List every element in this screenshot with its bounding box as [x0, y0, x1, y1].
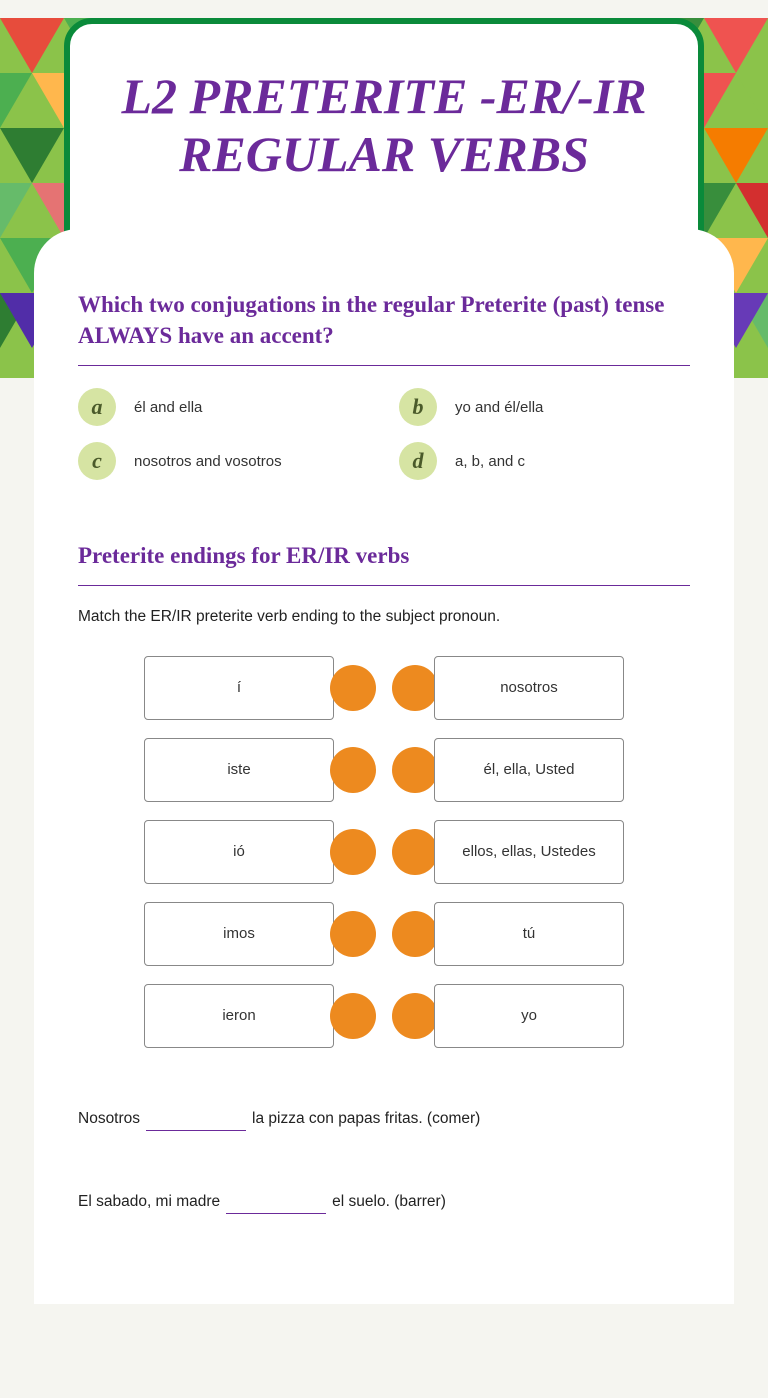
match-connector-dot[interactable] [330, 665, 376, 711]
option-text: yo and él/ella [455, 399, 543, 416]
option-letter: d [399, 442, 437, 480]
content-card: Which two conjugations in the regular Pr… [34, 229, 734, 1304]
match-connector-dot[interactable] [392, 993, 438, 1039]
match-left-column: í iste ió imos ieron [144, 656, 364, 1048]
fill-blank-2: El sabado, mi madre el suelo. (barrer) [78, 1191, 690, 1214]
match-connector-dot[interactable] [392, 911, 438, 957]
match-instruction: Match the ER/IR preterite verb ending to… [78, 608, 690, 626]
option-letter: a [78, 388, 116, 426]
option-letter: b [399, 388, 437, 426]
match-connector-dot[interactable] [330, 829, 376, 875]
match-connector-dot[interactable] [392, 665, 438, 711]
option-b[interactable]: b yo and él/ella [399, 388, 690, 426]
match-connector-dot[interactable] [330, 911, 376, 957]
question1-title: Which two conjugations in the regular Pr… [78, 289, 690, 351]
divider [78, 365, 690, 366]
match-right-item[interactable]: él, ella, Usted [404, 738, 624, 802]
match-box: imos [144, 902, 334, 966]
matching-grid: í iste ió imos ieron nosotros él, ella, … [78, 656, 690, 1048]
option-a[interactable]: a él and ella [78, 388, 369, 426]
match-right-item[interactable]: yo [404, 984, 624, 1048]
match-left-item[interactable]: iste [144, 738, 364, 802]
fill-after: la pizza con papas fritas. (comer) [252, 1110, 480, 1128]
match-box: ellos, ellas, Ustedes [434, 820, 624, 884]
match-box: yo [434, 984, 624, 1048]
match-connector-dot[interactable] [392, 829, 438, 875]
blank-input[interactable] [146, 1108, 246, 1131]
fill-after: el suelo. (barrer) [332, 1193, 446, 1211]
match-box: nosotros [434, 656, 624, 720]
option-text: a, b, and c [455, 453, 525, 470]
match-box: ieron [144, 984, 334, 1048]
match-box: tú [434, 902, 624, 966]
option-text: nosotros and vosotros [134, 453, 282, 470]
worksheet-title: L2 PRETERITE -ER/-IR REGULAR VERBS [100, 68, 668, 183]
fill-blank-1: Nosotros la pizza con papas fritas. (com… [78, 1108, 690, 1131]
fill-before: El sabado, mi madre [78, 1193, 220, 1211]
question2-title: Preterite endings for ER/IR verbs [78, 540, 690, 571]
match-box: él, ella, Usted [434, 738, 624, 802]
match-left-item[interactable]: ió [144, 820, 364, 884]
match-connector-dot[interactable] [392, 747, 438, 793]
match-left-item[interactable]: imos [144, 902, 364, 966]
match-right-item[interactable]: tú [404, 902, 624, 966]
worksheet-page: L2 PRETERITE -ER/-IR REGULAR VERBS Which… [0, 18, 768, 1398]
match-box: iste [144, 738, 334, 802]
option-letter: c [78, 442, 116, 480]
match-connector-dot[interactable] [330, 747, 376, 793]
match-left-item[interactable]: í [144, 656, 364, 720]
match-right-column: nosotros él, ella, Usted ellos, ellas, U… [404, 656, 624, 1048]
match-left-item[interactable]: ieron [144, 984, 364, 1048]
match-right-item[interactable]: ellos, ellas, Ustedes [404, 820, 624, 884]
divider [78, 585, 690, 586]
fill-before: Nosotros [78, 1110, 140, 1128]
match-connector-dot[interactable] [330, 993, 376, 1039]
option-text: él and ella [134, 399, 202, 416]
option-d[interactable]: d a, b, and c [399, 442, 690, 480]
multiple-choice-options: a él and ella b yo and él/ella c nosotros a… [78, 388, 690, 480]
blank-input[interactable] [226, 1191, 326, 1214]
match-box: ió [144, 820, 334, 884]
match-box: í [144, 656, 334, 720]
option-c[interactable]: c nosotros and vosotros [78, 442, 369, 480]
match-right-item[interactable]: nosotros [404, 656, 624, 720]
